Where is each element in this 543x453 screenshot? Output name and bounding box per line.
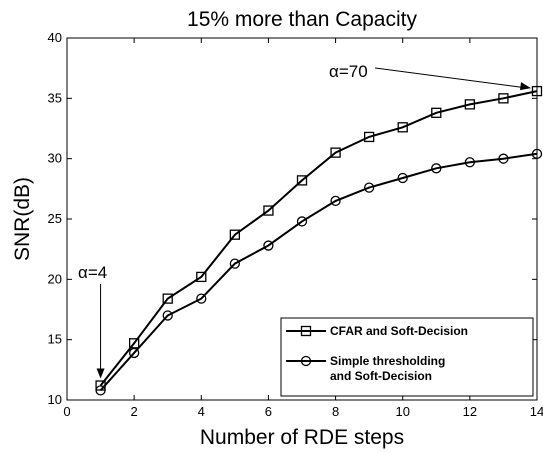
square-marker-point — [330, 147, 341, 158]
circle-marker-point — [498, 153, 509, 164]
chart-title: 15% more than Capacity — [187, 8, 417, 31]
x-tick-label: 10 — [395, 404, 409, 419]
circle-marker-point — [263, 240, 274, 251]
circle-marker-point — [397, 172, 408, 184]
y-tick-label: 30 — [48, 151, 62, 166]
x-tick-label: 4 — [198, 404, 205, 419]
legend-label: CFAR and Soft-Decision — [330, 324, 468, 338]
y-axis-label: SNR(dB) — [11, 177, 34, 261]
square-marker-point — [397, 122, 408, 133]
x-axis-label: Number of RDE steps — [200, 426, 404, 449]
circle-marker-point — [464, 157, 476, 168]
y-tick-label: 25 — [48, 211, 62, 226]
square-marker-point — [229, 229, 241, 240]
legend-label: and Soft-Decision — [330, 369, 432, 383]
annotation-alpha-70: α=70 — [329, 62, 368, 81]
circle-marker-point — [363, 182, 375, 193]
y-tick-label: 10 — [48, 392, 62, 407]
x-tick-label: 0 — [63, 404, 70, 419]
square-marker-point — [431, 107, 442, 118]
circle-marker-point — [229, 258, 241, 269]
series-line-2 — [99, 152, 538, 391]
circle-marker-point — [531, 148, 543, 159]
x-tick-label: 12 — [463, 404, 477, 419]
square-marker-point — [196, 271, 207, 283]
x-tick-label: 6 — [265, 404, 272, 419]
square-marker-point — [128, 338, 140, 349]
square-marker-point — [296, 175, 308, 186]
circle-marker-point — [95, 385, 106, 396]
square-marker-point — [263, 205, 274, 216]
y-tick-label: 35 — [48, 90, 62, 105]
square-marker-point — [162, 293, 173, 304]
y-tick-label: 15 — [48, 332, 62, 347]
annotation-arrow-shaft-70 — [374, 67, 529, 89]
circle-marker-point — [330, 195, 341, 207]
series-line-1 — [99, 90, 538, 387]
circle-marker-point — [431, 163, 442, 174]
square-marker-point — [498, 93, 509, 104]
annotation-arrowhead-4 — [96, 368, 105, 379]
circle-marker-point — [196, 293, 207, 304]
x-tick-label: 2 — [131, 404, 138, 419]
annotation-alpha-4: α=4 — [78, 263, 107, 282]
square-marker-point — [464, 99, 476, 110]
circle-marker-point — [296, 216, 308, 227]
y-tick-label: 40 — [48, 30, 62, 45]
legend-marker-2 — [300, 355, 312, 367]
square-marker-point — [531, 85, 543, 97]
legend: CFAR and Soft-Decision Simple thresholdin… — [280, 317, 534, 397]
x-tick-label: 8 — [332, 404, 339, 419]
y-tick-label: 20 — [48, 271, 62, 286]
legend-label: Simple thresholding — [330, 354, 445, 368]
square-marker-point — [363, 131, 375, 143]
circle-marker-point — [162, 310, 173, 321]
annotation-arrowhead-70 — [520, 82, 531, 91]
circle-marker-point — [128, 347, 140, 359]
legend-marker-1 — [300, 325, 312, 337]
x-tick-label: 14 — [530, 404, 543, 419]
